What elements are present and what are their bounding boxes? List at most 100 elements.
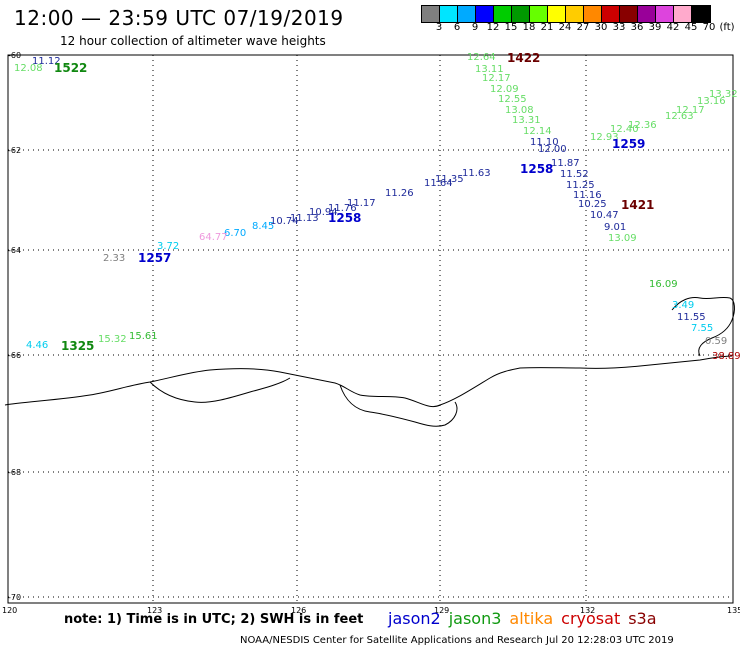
color-swatch xyxy=(440,6,458,22)
wave-height-value: 6.70 xyxy=(224,228,246,239)
wave-height-value: 3.72 xyxy=(157,241,179,252)
color-swatch xyxy=(530,6,548,22)
wave-height-value: 11.25 xyxy=(566,180,595,191)
wave-height-value: 0.59 xyxy=(705,336,727,347)
color-scale-label: 6 xyxy=(453,22,461,33)
color-scale-label: 9 xyxy=(471,22,479,33)
latitude-label: -62 xyxy=(8,146,21,155)
wave-height-value: 11.26 xyxy=(385,188,414,199)
wave-height-value: 10.25 xyxy=(578,199,607,210)
longitude-label: 132 xyxy=(580,606,595,615)
color-scale-label: 18 xyxy=(522,22,536,33)
wave-height-value: 10.94 xyxy=(309,207,338,218)
wave-height-value: 11.35 xyxy=(435,174,464,185)
color-scale-label: 24 xyxy=(558,22,572,33)
longitude-label: 135 xyxy=(727,606,740,615)
color-scale-label: 30 xyxy=(594,22,608,33)
wave-height-value: 38.89 xyxy=(712,351,740,362)
wave-height-value: 13.08 xyxy=(505,105,534,116)
wave-height-value: 12.63 xyxy=(665,111,694,122)
wave-height-value: 9.01 xyxy=(604,222,626,233)
wave-height-value: 11.13 xyxy=(290,213,319,224)
latitude-label: -70 xyxy=(8,593,21,602)
color-scale-label: 42 xyxy=(666,22,680,33)
color-scale-label: 15 xyxy=(504,22,518,33)
map-subtitle: 12 hour collection of altimeter wave hei… xyxy=(60,34,326,48)
legend-s3a: s3a xyxy=(628,609,657,628)
pass-time: 1522 xyxy=(54,61,87,75)
wave-height-value: 13.11 xyxy=(475,64,504,75)
coastline-inlet xyxy=(149,377,291,403)
color-scale-label: 27 xyxy=(576,22,590,33)
color-swatch xyxy=(602,6,620,22)
color-swatch xyxy=(674,6,692,22)
wave-height-value: 12.36 xyxy=(628,120,657,131)
pass-time-labels: 1522 1422 1259 1258 1258 1421 1257 1325 xyxy=(54,51,654,353)
wave-height-value: 11.16 xyxy=(573,190,602,201)
wave-height-value: 12.64 xyxy=(467,52,496,63)
pass-time: 1325 xyxy=(61,339,94,353)
color-swatch xyxy=(494,6,512,22)
color-swatch xyxy=(458,6,476,22)
legend-jason3: jason3 xyxy=(448,609,502,628)
color-scale-label: (ft) xyxy=(719,22,735,33)
pass-time: 1258 xyxy=(328,211,361,225)
latitude-label: -66 xyxy=(8,351,21,360)
wave-height-value: 12.08 xyxy=(14,63,43,74)
color-swatch xyxy=(566,6,584,22)
wave-height-value: 13.31 xyxy=(512,115,541,126)
color-scale-label: 12 xyxy=(486,22,500,33)
pass-time: 1421 xyxy=(621,198,654,212)
antarctic-coastline xyxy=(4,355,733,408)
color-scale-label: 21 xyxy=(540,22,554,33)
map-title: 12:00 — 23:59 UTC 07/19/2019 xyxy=(14,6,344,30)
longitude-label: 129 xyxy=(434,606,449,615)
longitude-label: 126 xyxy=(291,606,306,615)
color-swatch xyxy=(638,6,656,22)
wave-height-value: 12.00 xyxy=(538,144,567,155)
wave-height-labels: 11.1212.0812.6413.1112.1712.0912.5513.08… xyxy=(14,52,740,362)
legend-altika: altika xyxy=(509,609,554,628)
wave-height-value: 13.32 xyxy=(709,89,738,100)
wave-height-value: 8.45 xyxy=(252,221,274,232)
color-swatch xyxy=(512,6,530,22)
wave-height-value: 10.47 xyxy=(590,210,619,221)
footer-credit: NOAA/NESDIS Center for Satellite Applica… xyxy=(240,635,674,646)
wave-height-value: 13.16 xyxy=(697,96,726,107)
wave-height-value: 16.09 xyxy=(649,279,678,290)
coastline-peninsula xyxy=(671,296,735,357)
wave-height-value: 11.10 xyxy=(530,137,559,148)
wave-height-value: 11.76 xyxy=(328,203,357,214)
color-swatch xyxy=(692,6,710,22)
legend-jason2: jason2 xyxy=(388,609,441,628)
latitude-label: -64 xyxy=(8,246,21,255)
map-frame xyxy=(7,54,734,604)
wave-height-value: 12.40 xyxy=(610,124,639,135)
pass-time: 1259 xyxy=(612,137,645,151)
satellite-legend: jason2 jason3 altika cryosat s3a xyxy=(388,609,665,628)
latitude-label: -68 xyxy=(8,468,21,477)
wave-height-value: 11.87 xyxy=(551,158,580,169)
wave-height-value: 12.14 xyxy=(523,126,552,137)
wave-height-value: 11.55 xyxy=(677,312,706,323)
pass-time: 1258 xyxy=(520,162,553,176)
color-scale-label: 70 xyxy=(702,22,716,33)
wave-height-value: 2.33 xyxy=(103,253,125,264)
color-swatch xyxy=(656,6,674,22)
wave-height-value: 10.74 xyxy=(270,216,299,227)
wave-height-value: 11.52 xyxy=(560,169,589,180)
wave-height-value: 15.61 xyxy=(129,331,158,342)
color-swatch xyxy=(584,6,602,22)
color-swatch xyxy=(620,6,638,22)
wave-height-value: 3.49 xyxy=(672,300,694,311)
wave-height-value: 12.17 xyxy=(482,73,511,84)
wave-height-value: 13.09 xyxy=(608,233,637,244)
longitude-label: 120 xyxy=(2,606,17,615)
wave-height-value: 11.63 xyxy=(462,168,491,179)
wave-height-value: 11.12 xyxy=(32,56,61,67)
legend-cryosat: cryosat xyxy=(561,609,621,628)
longitude-label: 123 xyxy=(147,606,162,615)
color-swatch xyxy=(548,6,566,22)
color-scale-label: 33 xyxy=(612,22,626,33)
